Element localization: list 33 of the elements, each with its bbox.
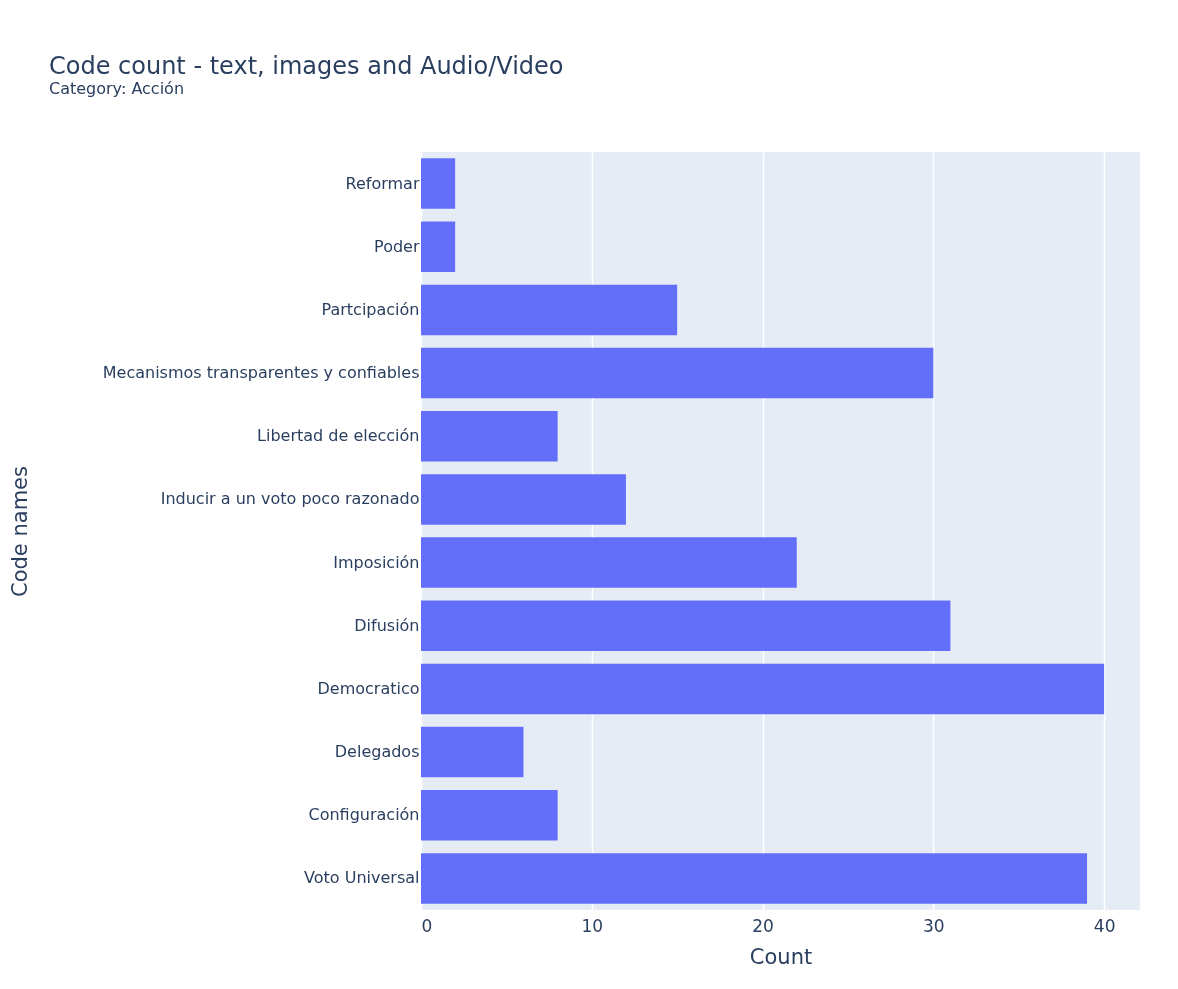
bar [421, 789, 558, 841]
bar [421, 410, 558, 462]
x-tick-label: 30 [923, 915, 945, 936]
x-tick-label: 10 [581, 915, 604, 936]
y-tick-label: Democratico [317, 678, 420, 698]
y-axis-title: Code names [7, 466, 32, 597]
bar [421, 537, 797, 588]
bar [421, 474, 626, 525]
bar [421, 663, 1105, 715]
text: Category: Acción [49, 79, 185, 98]
x-tick-label: 0 [421, 915, 433, 936]
y-tick-label: Configuración [308, 805, 420, 825]
bar [421, 853, 1088, 904]
y-tick-label: Libertad de elección [257, 426, 420, 446]
y-tick-label: Imposición [333, 552, 420, 572]
bar [421, 284, 678, 336]
y-tick-label: Delegados [334, 742, 420, 762]
y-tick-label: Poder [374, 236, 420, 256]
x-axis-title: Count [749, 944, 813, 969]
y-tick-label: Reformar [345, 173, 420, 193]
bar [421, 600, 951, 652]
y-tick-label: Inducir a un voto poco razonado [160, 489, 420, 509]
chart-title: Code count - text, images and Audio/Video [49, 52, 564, 80]
bar [421, 221, 456, 273]
y-tick-label: Partcipación [321, 299, 420, 319]
y-tick-label: Mecanismos transparentes y confiables [102, 363, 420, 383]
y-tick-label: Difusión [354, 615, 420, 635]
bar [421, 158, 456, 209]
x-tick-label: 40 [1093, 915, 1116, 936]
x-tick-label: 20 [752, 915, 774, 936]
y-tick-label: Voto Universal [304, 868, 420, 888]
bar [421, 726, 524, 778]
bar [421, 347, 934, 399]
